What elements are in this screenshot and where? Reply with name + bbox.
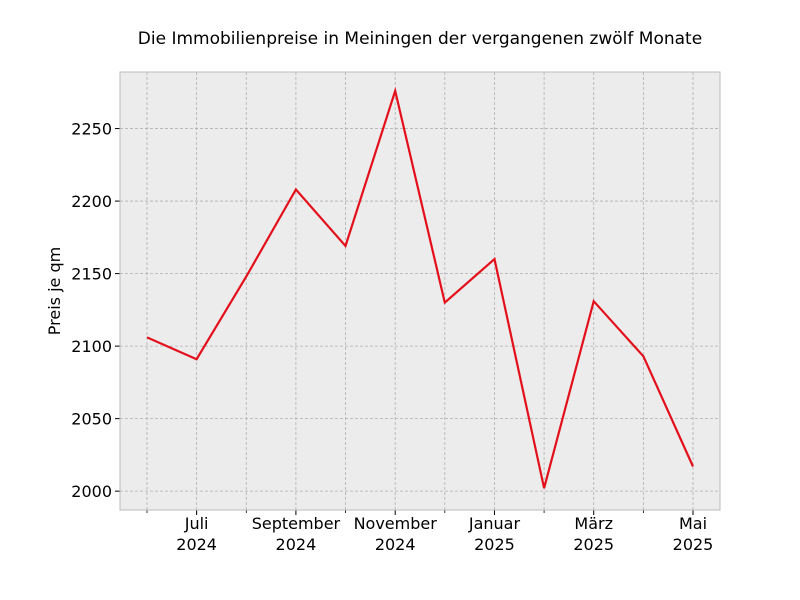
x-tick-label: 2024 [276,535,317,554]
y-tick-label: 2250 [71,120,112,139]
plot-area [120,72,720,510]
y-tick-label: 2200 [71,192,112,211]
series-layer [146,86,695,489]
x-tick-label: November [354,514,438,533]
y-tick-label: 2150 [71,265,112,284]
x-tick-label: 2025 [474,535,515,554]
axis-ticks: Juli 2024 September 2024 November 2024 Januar 2… [71,120,713,554]
x-tick-label: Januar [468,514,521,533]
x-tick-label: Juli [184,514,209,533]
x-tick-label: 2025 [673,535,714,554]
y-tick-label: 2000 [71,482,112,501]
x-tick-label: 2024 [176,535,217,554]
x-tick-label: Mai [679,514,707,533]
y-axis-label: Preis je qm [45,247,64,335]
chart-title: Die Immobilienpreise in Meiningen der ve… [138,29,702,49]
x-tick-label: 2024 [375,535,416,554]
x-tick-label: September [252,514,341,533]
y-tick-label: 2050 [71,410,112,429]
plot-frame [119,71,721,511]
series-line [146,86,695,489]
x-tick-label: 2025 [573,535,614,554]
x-tick-label: März [574,514,613,533]
y-tick-label: 2100 [71,337,112,356]
